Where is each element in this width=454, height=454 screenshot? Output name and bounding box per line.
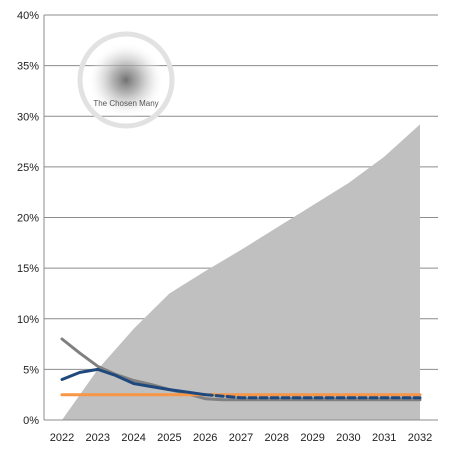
area-series: [62, 124, 420, 420]
y-tick-label: 40%: [17, 10, 39, 22]
line-series: [60, 337, 422, 402]
y-tick-label: 5%: [23, 364, 39, 376]
y-tick-label: 35%: [17, 61, 39, 73]
y-tick-label: 30%: [17, 111, 39, 123]
x-tick-label: 2031: [372, 432, 396, 444]
x-tick-label: 2023: [86, 432, 110, 444]
y-tick-label: 25%: [17, 162, 39, 174]
x-tick-label: 2029: [300, 432, 324, 444]
x-tick-label: 2022: [50, 432, 74, 444]
line-series-dashed: [203, 393, 422, 400]
x-tick-label: 2030: [336, 432, 360, 444]
watermark-logo: The Chosen Many: [77, 31, 175, 129]
x-tick-label: 2025: [157, 432, 181, 444]
y-tick-label: 0%: [23, 415, 39, 427]
x-tick-label: 2032: [408, 432, 432, 444]
line-series: [60, 367, 207, 397]
watermark-ring-inner: [88, 42, 164, 118]
series-layer: [60, 124, 422, 420]
axes: 0% 5% 10% 15% 20% 25% 30% 35% 40% 2022 2023 2024 202…: [17, 10, 438, 444]
x-tick-label: 2026: [193, 432, 217, 444]
y-tick-label: 20%: [17, 213, 39, 225]
watermark-ring-outer: [77, 31, 175, 129]
y-tick-label: 10%: [17, 314, 39, 326]
y-tick-label: 15%: [17, 263, 39, 275]
x-tick-label: 2024: [121, 432, 145, 444]
x-tick-label: 2027: [229, 432, 253, 444]
x-tick-label: 2028: [265, 432, 289, 444]
watermark-text: The Chosen Many: [93, 99, 158, 108]
